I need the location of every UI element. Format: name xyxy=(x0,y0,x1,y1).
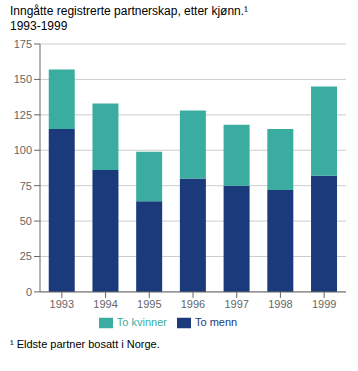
svg-text:1999: 1999 xyxy=(312,298,336,310)
html-text:To kvinner: To kvinner xyxy=(116,315,167,328)
html-text:¹ Eldste partner bosatt i Norg: ¹ Eldste partner bosatt i Norge. xyxy=(10,338,160,350)
svg-text:25: 25 xyxy=(20,250,32,262)
svg-text:1998: 1998 xyxy=(268,298,292,310)
svg-text:75: 75 xyxy=(20,180,32,192)
svg-text:175: 175 xyxy=(14,38,32,50)
html-text:1993-1999: 1993-1999 xyxy=(10,19,68,33)
svg-text:1993: 1993 xyxy=(50,298,74,310)
svg-text:150: 150 xyxy=(14,73,32,85)
svg-text:1995: 1995 xyxy=(137,298,161,310)
svg-text:125: 125 xyxy=(14,109,32,121)
svg-text:1997: 1997 xyxy=(224,298,248,310)
svg-text:1996: 1996 xyxy=(181,298,205,310)
html-text:To menn: To menn xyxy=(195,315,238,328)
svg-text:1994: 1994 xyxy=(93,298,117,310)
svg-text:0: 0 xyxy=(26,286,32,298)
svg-text:50: 50 xyxy=(20,215,32,227)
svg-text:100: 100 xyxy=(14,144,32,156)
html-text:Inngåtte registrerte partnersk: Inngåtte registrerte partnerskap, etter … xyxy=(10,4,249,18)
